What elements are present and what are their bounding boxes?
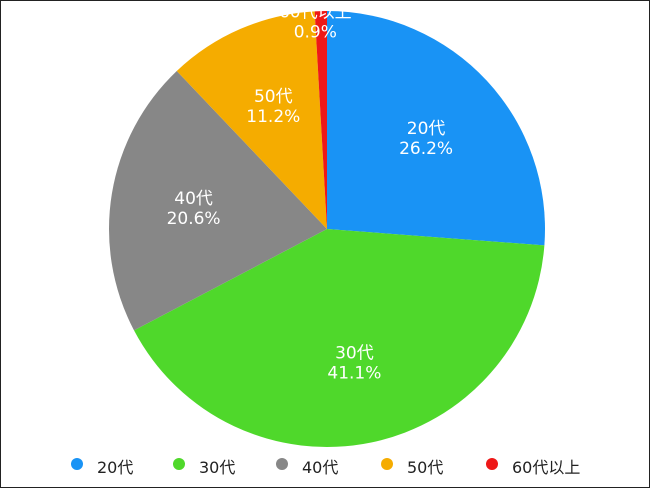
slice-percent-30s: 41.1% bbox=[327, 363, 381, 383]
slice-percent-60s-plus: 0.9% bbox=[294, 23, 337, 43]
slice-label-20s: 20代 26.2% bbox=[399, 119, 453, 159]
legend-swatch-50s bbox=[381, 458, 393, 470]
pie-slice-20s bbox=[327, 11, 545, 246]
slice-category-30s: 30代 bbox=[335, 343, 374, 363]
legend-swatch-40s bbox=[276, 458, 288, 470]
slice-percent-40s: 20.6% bbox=[167, 209, 221, 229]
pie-slice-60s-plus bbox=[314, 11, 327, 229]
legend-label-40s: 40代 bbox=[302, 458, 339, 477]
slice-category-50s: 50代 bbox=[254, 87, 293, 107]
slice-category-40s: 40代 bbox=[174, 189, 213, 209]
slice-category-20s: 20代 bbox=[407, 119, 446, 139]
legend-label-60s-plus: 60代以上 bbox=[512, 458, 581, 477]
legend-swatch-30s bbox=[173, 458, 185, 470]
legend: 20代 30代 40代 50代 60代以上 bbox=[1, 452, 650, 478]
legend-label-50s: 50代 bbox=[407, 458, 444, 477]
slice-label-30s: 30代 41.1% bbox=[327, 343, 381, 383]
slice-percent-50s: 11.2% bbox=[246, 107, 300, 127]
legend-swatch-60s-plus bbox=[486, 458, 498, 470]
slice-label-50s: 50代 11.2% bbox=[246, 87, 300, 127]
legend-swatch-20s bbox=[71, 458, 83, 470]
slice-label-60s-plus: 60代以上 0.9% bbox=[279, 3, 352, 43]
pie-slice-50s bbox=[176, 11, 327, 229]
slice-label-40s: 40代 20.6% bbox=[167, 189, 221, 229]
legend-label-20s: 20代 bbox=[97, 458, 134, 477]
legend-label-30s: 30代 bbox=[199, 458, 236, 477]
slice-category-60s-plus: 60代以上 bbox=[279, 3, 352, 23]
pie-slice-30s bbox=[134, 229, 545, 447]
slice-percent-20s: 26.2% bbox=[399, 139, 453, 159]
pie-slice-40s bbox=[109, 71, 327, 331]
